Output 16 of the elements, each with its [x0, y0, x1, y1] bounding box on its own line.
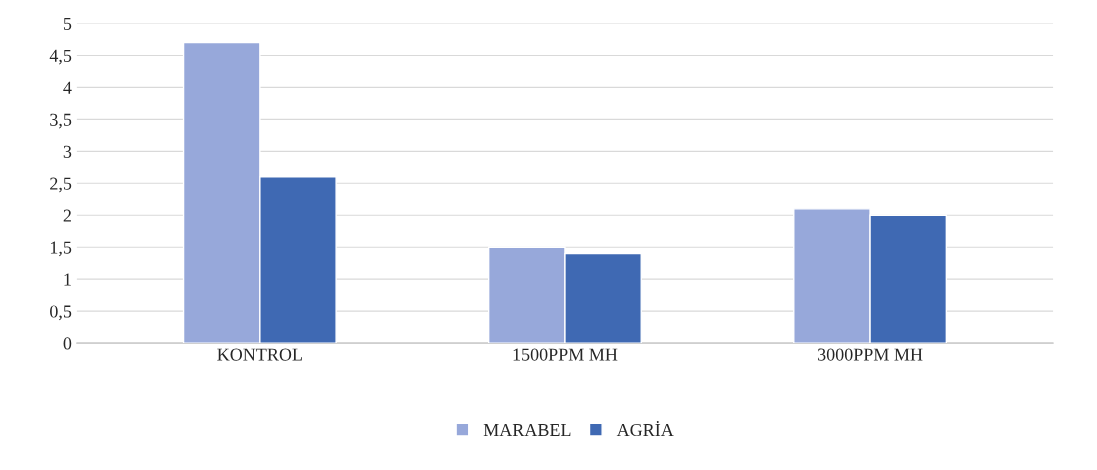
x-tick-label: KONTROL [217, 348, 302, 361]
y-tick-label: 0,5 [50, 305, 72, 321]
legend-label: AGRİA [616, 421, 674, 437]
y-tick-label: 2 [63, 209, 71, 222]
y-tick-label: 2,5 [50, 177, 72, 193]
legend-label: MARABEL [483, 423, 571, 436]
y-tick-label: 5 [63, 17, 72, 30]
y-tick-label: 1,5 [50, 241, 72, 257]
y-tick-label: 4,5 [49, 49, 72, 65]
y-tick-label: 3 [63, 145, 72, 158]
x-tick-label: 3000PPM MH [817, 348, 923, 361]
x-tick-label: 1500PPM MH [513, 348, 618, 361]
y-tick-label: 4 [63, 81, 72, 94]
y-tick-label: 1 [64, 273, 71, 286]
y-tick-label: 0 [63, 337, 72, 350]
y-tick-label: 3,5 [50, 113, 72, 129]
